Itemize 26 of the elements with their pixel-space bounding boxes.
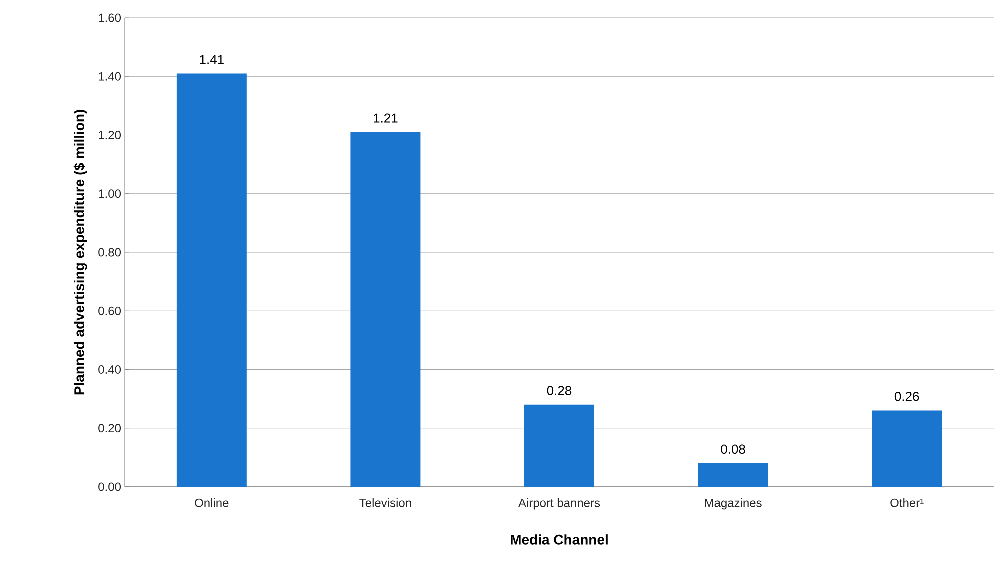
y-tick-label: 1.20: [99, 131, 122, 140]
x-tick-label: Other¹: [890, 498, 924, 508]
y-axis-title: Planned advertising expenditure ($ million): [74, 110, 88, 395]
data-label: 1.21: [374, 114, 398, 123]
y-tick-label: 0.00: [98, 482, 122, 492]
x-tick-label: Airport banners: [518, 498, 600, 510]
y-tick-label: 0.20: [98, 424, 122, 433]
y-tick-label: 1.40: [99, 72, 122, 81]
x-tick-label: Magazines: [705, 498, 762, 510]
x-axis-title: Media Channel: [511, 534, 608, 545]
y-tick-label: 0.60: [98, 306, 122, 316]
bar: [176, 74, 247, 487]
bar: [350, 132, 421, 487]
bar: [872, 410, 942, 487]
bar: [698, 464, 768, 487]
y-tick-label: 1.00: [99, 190, 122, 198]
y-tick-label: 1.60: [99, 14, 122, 22]
y-tick-label: 0.80: [98, 248, 122, 257]
data-label: 1.41: [200, 55, 224, 64]
data-label: 0.26: [894, 392, 920, 402]
data-label: 0.08: [721, 444, 746, 454]
x-tick-label: Online: [195, 498, 229, 508]
data-label: 0.28: [547, 386, 572, 396]
y-tick-label: 0.40: [98, 365, 122, 374]
bar: [524, 404, 594, 487]
x-tick-label: Television: [360, 498, 412, 508]
